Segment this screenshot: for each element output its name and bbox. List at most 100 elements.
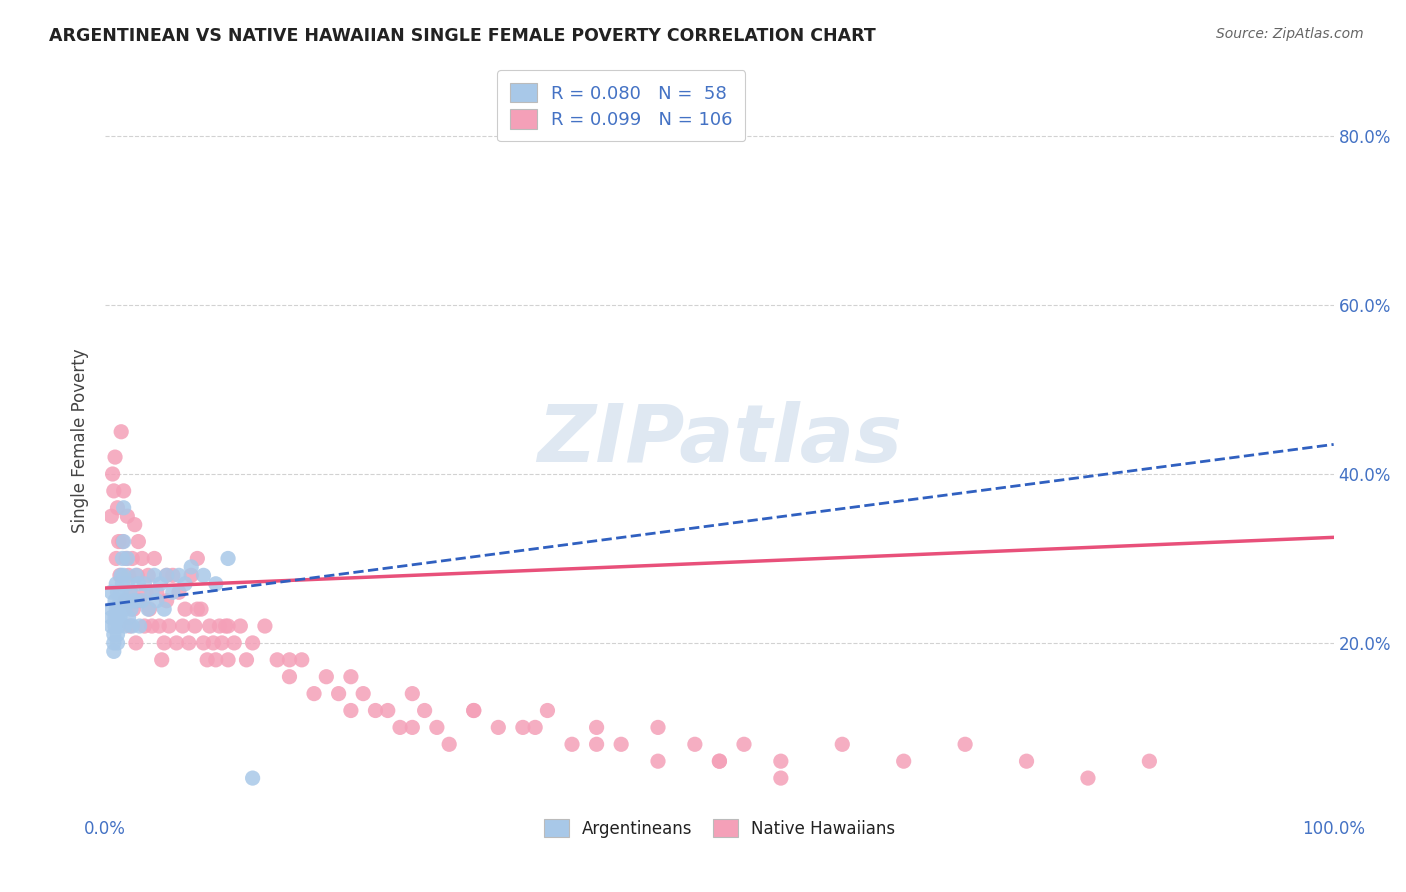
Point (120, 585, 142, 599)
Point (536, 704, 558, 718)
Point (146, 593, 169, 607)
Point (253, 619, 276, 633)
Point (278, 670, 301, 684)
Point (100, 610, 122, 624)
Text: ARGENTINEAN VS NATIVE HAWAIIAN SINGLE FEMALE POVERTY CORRELATION CHART: ARGENTINEAN VS NATIVE HAWAIIAN SINGLE FE… (49, 27, 876, 45)
Point (141, 619, 163, 633)
Point (138, 602, 160, 616)
Point (401, 720, 423, 734)
Point (114, 593, 136, 607)
Point (148, 619, 170, 633)
Point (647, 754, 669, 768)
Point (186, 602, 208, 616)
Point (156, 568, 179, 582)
Point (146, 585, 169, 599)
Point (110, 585, 132, 599)
Point (162, 585, 184, 599)
Point (136, 602, 159, 616)
Point (156, 593, 179, 607)
Point (100, 509, 122, 524)
Point (585, 720, 607, 734)
Point (426, 720, 449, 734)
Point (217, 551, 239, 566)
Point (167, 568, 190, 582)
Point (1077, 771, 1099, 785)
Point (141, 585, 163, 599)
Point (377, 704, 399, 718)
Point (266, 653, 288, 667)
Point (733, 737, 755, 751)
Point (127, 534, 149, 549)
Point (167, 585, 190, 599)
Point (831, 737, 853, 751)
Point (136, 568, 159, 582)
Point (156, 568, 179, 582)
Point (340, 704, 363, 718)
Point (121, 619, 143, 633)
Point (143, 568, 166, 582)
Text: ZIPatlas: ZIPatlas (537, 401, 901, 479)
Point (202, 636, 225, 650)
Point (100, 619, 122, 633)
Point (150, 653, 173, 667)
Point (100, 602, 122, 616)
Point (437, 737, 460, 751)
Point (131, 551, 153, 566)
Point (107, 602, 129, 616)
Point (103, 627, 125, 641)
Point (709, 754, 731, 768)
Point (302, 687, 325, 701)
Point (105, 602, 128, 616)
Point (117, 576, 139, 591)
Point (211, 636, 233, 650)
Point (122, 593, 145, 607)
Point (328, 687, 350, 701)
Point (107, 619, 129, 633)
Point (120, 602, 142, 616)
Point (229, 619, 252, 633)
Point (107, 500, 129, 515)
Point (103, 483, 125, 498)
Point (127, 576, 149, 591)
Point (193, 636, 215, 650)
Point (117, 551, 139, 566)
Point (401, 687, 423, 701)
Point (107, 585, 129, 599)
Point (524, 720, 547, 734)
Point (610, 737, 633, 751)
Point (364, 704, 387, 718)
Point (153, 636, 176, 650)
Point (143, 551, 166, 566)
Point (115, 593, 138, 607)
Point (709, 754, 731, 768)
Point (195, 653, 218, 667)
Point (104, 610, 127, 624)
Point (149, 576, 172, 591)
Point (340, 670, 363, 684)
Point (122, 602, 145, 616)
Point (105, 576, 128, 591)
Point (953, 737, 976, 751)
Point (107, 610, 129, 624)
Point (647, 720, 669, 734)
Point (198, 619, 221, 633)
Point (124, 517, 146, 532)
Point (157, 619, 180, 633)
Point (110, 425, 132, 439)
Point (352, 687, 374, 701)
Point (105, 551, 128, 566)
Text: Source: ZipAtlas.com: Source: ZipAtlas.com (1216, 27, 1364, 41)
Point (214, 619, 236, 633)
Point (118, 619, 141, 633)
Point (134, 576, 156, 591)
Point (190, 602, 212, 616)
Point (389, 720, 412, 734)
Point (107, 627, 129, 641)
Point (112, 534, 135, 549)
Point (463, 704, 485, 718)
Point (101, 467, 124, 481)
Point (561, 737, 583, 751)
Y-axis label: Single Female Poverty: Single Female Poverty (72, 348, 89, 533)
Point (278, 653, 301, 667)
Point (172, 619, 194, 633)
